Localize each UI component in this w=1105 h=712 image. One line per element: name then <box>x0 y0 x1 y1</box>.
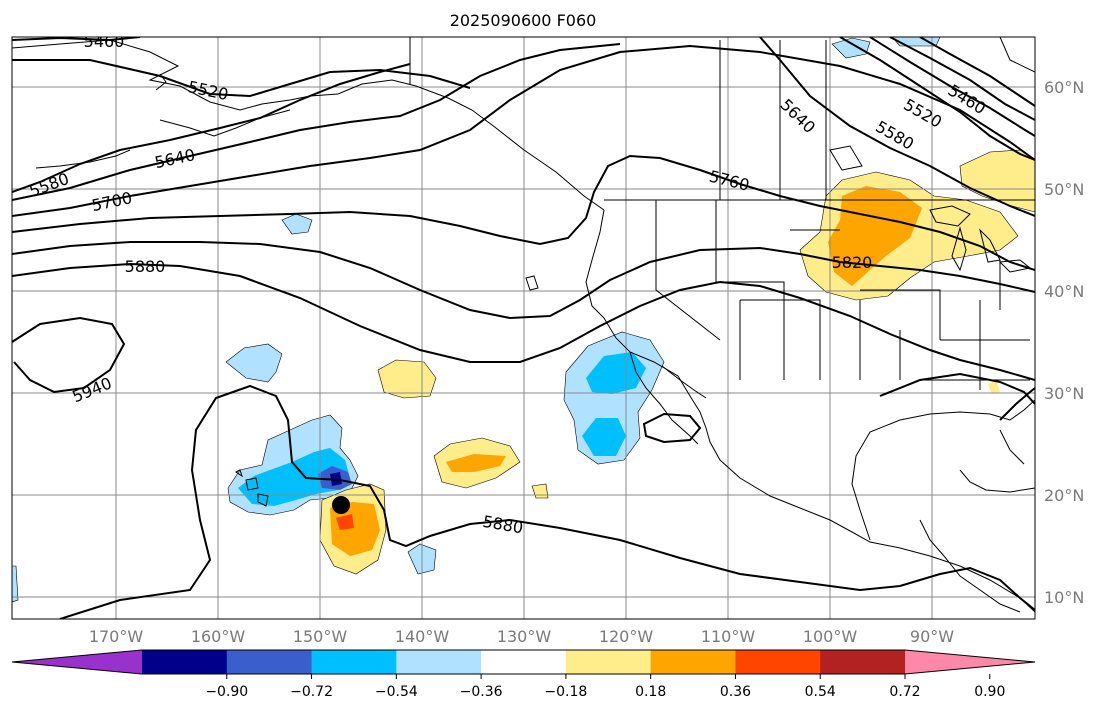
neg-anomaly-edge <box>12 565 19 603</box>
colorbar-extend-high <box>905 650 1035 674</box>
height-contours <box>12 37 1035 619</box>
lat-label: 20°N <box>1044 486 1084 505</box>
colorbar-tick-label: 0.90 <box>974 684 1005 700</box>
contour-label: 5460 <box>84 32 125 51</box>
contour-5880-south <box>59 384 1035 619</box>
contour-5640-east <box>759 37 1035 217</box>
colorbar-bin <box>142 650 228 674</box>
contour-5880-north <box>12 262 1035 381</box>
lat-label: 60°N <box>1044 78 1084 97</box>
lat-label: 50°N <box>1044 180 1084 199</box>
colorbar-tick-label: −0.36 <box>460 684 503 700</box>
contour-label: 5880 <box>125 257 166 276</box>
contour-5460-west <box>12 37 141 42</box>
neg-anomaly-hawaii-core <box>238 448 350 506</box>
contour-5760-north <box>12 154 1035 271</box>
contour-5520-west <box>12 59 471 98</box>
lon-label: 100°W <box>803 627 858 646</box>
lon-label: 170°W <box>89 627 144 646</box>
lon-label: 90°W <box>910 627 954 646</box>
contour-5700-west <box>12 44 1035 217</box>
contour-5640-west <box>12 43 621 201</box>
lon-label: 110°W <box>701 627 756 646</box>
colorbar-bin <box>735 650 821 674</box>
map-border <box>11 36 1036 620</box>
colorbar-tick-label: −0.54 <box>375 684 418 700</box>
colorbar-bin <box>650 650 736 674</box>
contour-baja-low <box>642 412 702 444</box>
contour-gulf <box>879 372 1035 405</box>
neg-anomaly-north <box>225 343 283 383</box>
contour-5580-west <box>12 63 411 193</box>
colorbar-tick-label: 0.18 <box>635 684 666 700</box>
lon-label: 120°W <box>599 627 654 646</box>
pos-anomaly-hawaii-max <box>336 514 354 530</box>
colorbar-bin <box>565 650 652 674</box>
neg-anomaly-baja-core-1 <box>586 352 646 394</box>
graticule <box>12 37 1035 619</box>
longitude-labels: 170°W 160°W 150°W 140°W 130°W 120°W 110°… <box>89 627 954 646</box>
contour-5820 <box>12 241 1035 320</box>
map-title: 2025090600 F060 <box>450 11 597 30</box>
colorbar-tick-label: 0.36 <box>720 684 751 700</box>
neg-anomaly-baja-core-2 <box>582 418 626 456</box>
colorbar-bin <box>820 650 906 674</box>
neg-anomaly-arctic-1 <box>831 37 871 59</box>
contour-5460-east <box>919 37 1035 107</box>
lat-label: 10°N <box>1044 588 1084 607</box>
latitude-labels: 60°N 50°N 40°N 30°N 20°N 10°N <box>1044 78 1084 607</box>
pos-anomaly-midwest-core <box>828 186 922 286</box>
colorbar-bin <box>311 650 397 674</box>
colorbar-bin <box>226 650 313 674</box>
lat-label: 40°N <box>1044 282 1084 301</box>
lon-label: 150°W <box>293 627 348 646</box>
colorbar-tick-label: −0.18 <box>544 684 587 700</box>
colorbar-tick-label: 0.72 <box>889 684 920 700</box>
pos-anomaly-pacific-2-core <box>446 454 506 472</box>
colorbar-tick-label: 0.54 <box>805 684 836 700</box>
lon-label: 130°W <box>497 627 552 646</box>
contour-5820-east <box>839 37 1035 161</box>
colorbar-tick-label: −0.72 <box>290 684 333 700</box>
lon-label: 140°W <box>395 627 450 646</box>
contour-label: 5820 <box>832 253 873 272</box>
lat-label: 30°N <box>1044 384 1084 403</box>
colorbar-tick-label: −0.90 <box>205 684 248 700</box>
colorbar-bin <box>396 650 482 674</box>
storm-center-marker <box>332 496 350 514</box>
lon-label: 160°W <box>191 627 246 646</box>
colorbar-outline <box>11 649 1036 675</box>
contour-5940 <box>12 316 126 394</box>
pos-anomaly-south-tip <box>988 380 1000 394</box>
contour-5520-east <box>889 37 1035 121</box>
colorbar-bin <box>481 650 567 674</box>
pos-anomaly-hawaii-core <box>330 502 380 556</box>
colorbar-extend-low <box>12 650 142 674</box>
contour-5580-east <box>869 37 1035 137</box>
neg-anomaly-small-1 <box>281 213 313 235</box>
contour-east-low <box>999 387 1035 421</box>
colorbar: −0.90 −0.72 −0.54 −0.36 −0.18 0.18 0.36 0.54 0.7… <box>11 649 1036 700</box>
